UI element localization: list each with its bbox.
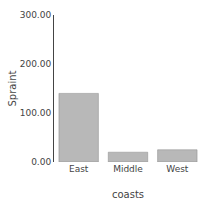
svg-text:100.00: 100.00: [20, 108, 52, 118]
svg-text:coasts: coasts: [112, 189, 144, 200]
svg-text:200.00: 200.00: [20, 59, 52, 69]
svg-text:West: West: [166, 164, 189, 174]
svg-text:East: East: [69, 164, 89, 174]
svg-text:Middle: Middle: [113, 164, 143, 174]
svg-text:0.00: 0.00: [31, 157, 51, 167]
svg-text:Spraint: Spraint: [7, 70, 18, 106]
svg-text:300.00: 300.00: [20, 10, 52, 20]
